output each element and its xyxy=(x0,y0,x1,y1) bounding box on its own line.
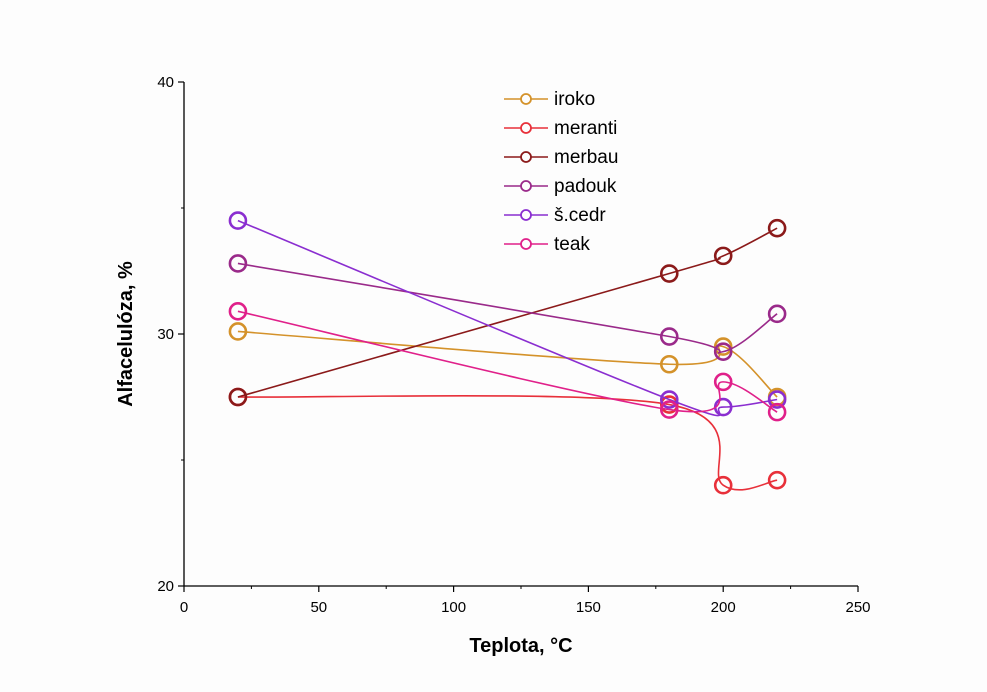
data-point xyxy=(659,264,679,283)
legend-marker xyxy=(520,122,532,134)
legend-label: merbau xyxy=(554,147,618,168)
data-point xyxy=(659,390,679,409)
legend-marker xyxy=(520,151,532,163)
series-layer xyxy=(228,211,787,495)
data-point xyxy=(659,395,679,414)
legend-item: meranti xyxy=(504,118,617,139)
legend-marker xyxy=(520,180,532,192)
legend-item: iroko xyxy=(504,89,595,110)
data-point xyxy=(228,302,248,321)
y-ticks: 20 30 40 xyxy=(157,74,184,595)
legend-item: padouk xyxy=(504,176,617,197)
y-axis-title: Alfacelulóza, % xyxy=(115,261,137,407)
y-tick-label: 30 xyxy=(157,326,174,343)
x-tick-label: 100 xyxy=(441,599,466,616)
legend-marker xyxy=(520,238,532,250)
data-point xyxy=(767,218,787,238)
legend-label: iroko xyxy=(554,89,595,110)
series-3 xyxy=(228,218,787,407)
legend-label: meranti xyxy=(554,118,617,139)
series-line xyxy=(237,310,778,413)
x-tick-label: 50 xyxy=(310,599,327,616)
data-point xyxy=(713,342,733,361)
data-point xyxy=(659,354,679,374)
y-tick-label: 20 xyxy=(157,578,174,595)
data-point xyxy=(767,470,787,490)
data-point xyxy=(228,254,248,273)
series-5 xyxy=(228,211,787,417)
data-point xyxy=(228,322,248,341)
series-6 xyxy=(228,302,787,422)
data-point xyxy=(228,211,248,230)
data-point xyxy=(767,402,787,422)
x-axis-title: Teplota, °C xyxy=(469,635,572,657)
data-point xyxy=(713,372,733,392)
data-point xyxy=(659,327,679,346)
data-point xyxy=(659,400,679,419)
legend-label: š.cedr xyxy=(554,205,606,226)
legend-marker xyxy=(520,209,532,221)
x-tick-label: 0 xyxy=(180,599,188,616)
legend-item: š.cedr xyxy=(504,205,606,226)
data-point xyxy=(713,337,733,356)
x-tick-label: 150 xyxy=(576,599,601,616)
legend-item: merbau xyxy=(504,147,618,168)
x-tick-label: 200 xyxy=(711,599,736,616)
legend-label: padouk xyxy=(554,176,617,197)
series-4 xyxy=(228,254,787,361)
data-point xyxy=(228,387,248,407)
legend-label: teak xyxy=(554,234,590,255)
series-line xyxy=(237,227,778,398)
data-point xyxy=(767,390,787,409)
series-line xyxy=(237,219,778,417)
data-point xyxy=(713,475,733,495)
legend-marker xyxy=(520,93,532,105)
data-point xyxy=(767,304,787,324)
y-tick-label: 40 xyxy=(157,74,174,91)
data-point xyxy=(713,246,733,266)
legend-item: teak xyxy=(504,234,590,255)
x-ticks: 0 50 100 150 200 250 xyxy=(180,586,871,616)
x-tick-label: 250 xyxy=(845,599,870,616)
legend: iroko meranti merbau padouk š.cedr teak xyxy=(504,89,618,255)
